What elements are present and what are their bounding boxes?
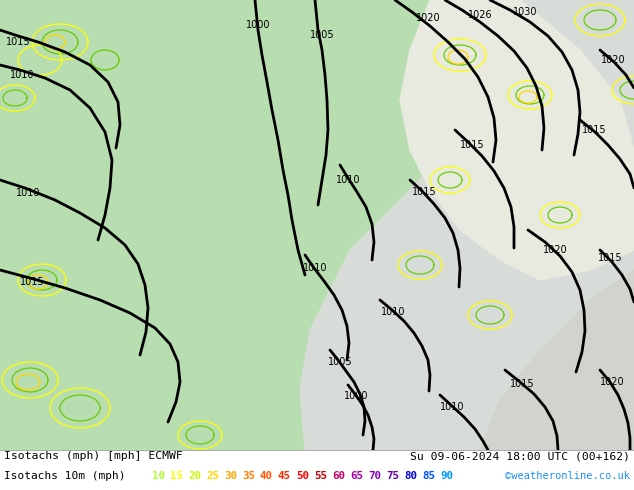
Text: 1010: 1010 [381,307,405,317]
Text: 1015: 1015 [581,125,606,135]
Text: Isotachs 10m (mph): Isotachs 10m (mph) [4,471,126,481]
Text: 1010: 1010 [440,402,464,412]
Polygon shape [300,0,634,450]
Text: 20: 20 [188,471,201,481]
Text: 1015: 1015 [460,140,484,150]
Text: 1026: 1026 [468,10,493,20]
Text: 1010: 1010 [303,263,327,273]
Text: 70: 70 [368,471,381,481]
Text: 1015: 1015 [6,37,30,47]
Text: 85: 85 [422,471,435,481]
Text: 1015: 1015 [20,277,44,287]
Text: 40: 40 [260,471,273,481]
Polygon shape [400,0,634,280]
Text: 50: 50 [296,471,309,481]
Text: 1005: 1005 [309,30,334,40]
Text: 1020: 1020 [600,55,625,65]
Text: 1000: 1000 [246,20,270,30]
Text: 1010: 1010 [16,188,40,198]
Text: 65: 65 [350,471,363,481]
Text: 1020: 1020 [416,13,440,23]
Text: 1015: 1015 [411,187,436,197]
Text: 90: 90 [440,471,453,481]
Text: 35: 35 [242,471,255,481]
Text: 1020: 1020 [600,377,624,387]
Text: 1015: 1015 [598,253,623,263]
Text: 1030: 1030 [513,7,537,17]
Text: 1020: 1020 [543,245,567,255]
Text: 1010: 1010 [336,175,360,185]
Text: ©weatheronline.co.uk: ©weatheronline.co.uk [505,471,630,481]
Text: 60: 60 [332,471,345,481]
Text: 30: 30 [224,471,237,481]
Text: 1000: 1000 [344,391,368,401]
Text: Su 09-06-2024 18:00 UTC (00+162): Su 09-06-2024 18:00 UTC (00+162) [410,451,630,461]
Text: 45: 45 [278,471,291,481]
Text: 15: 15 [170,471,183,481]
Text: 1005: 1005 [328,357,353,367]
Text: 25: 25 [206,471,219,481]
Text: 75: 75 [386,471,399,481]
Text: 55: 55 [314,471,327,481]
Text: 1010: 1010 [10,70,34,80]
Text: 1015: 1015 [510,379,534,389]
Text: 80: 80 [404,471,417,481]
Polygon shape [480,270,634,450]
Text: 10: 10 [152,471,165,481]
Text: Isotachs (mph) [mph] ECMWF: Isotachs (mph) [mph] ECMWF [4,451,183,461]
